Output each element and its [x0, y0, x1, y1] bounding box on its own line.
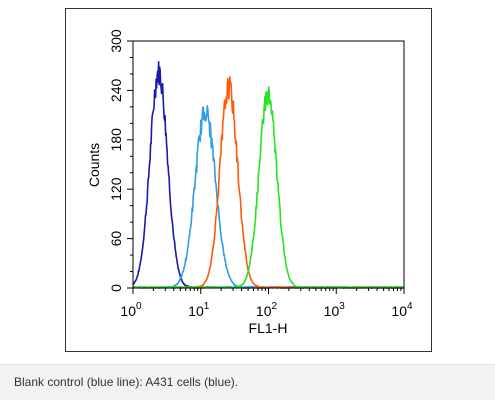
x-tick-label: 103 [324, 301, 346, 319]
series-layer [132, 61, 405, 289]
x-tick-exponent: 0 [136, 301, 142, 312]
caption-bar: Blank control (blue line): A431 cells (b… [0, 364, 495, 400]
y-axis-label: Counts [86, 143, 102, 187]
series-line-4 [132, 86, 405, 289]
x-tick-base: 10 [188, 303, 204, 319]
y-tick-label: 120 [108, 177, 124, 201]
x-tick-exponent: 3 [339, 301, 345, 312]
x-tick-label: 101 [188, 301, 210, 319]
y-tick-label: 240 [108, 79, 124, 103]
x-axis-label: FL1-H [249, 320, 288, 336]
y-tick-label: 300 [108, 29, 124, 53]
y-tick-label: 180 [108, 128, 124, 152]
x-tick-exponent: 4 [407, 301, 413, 312]
figure-caption: Blank control (blue line): A431 cells (b… [14, 375, 239, 389]
x-tick-base: 10 [120, 303, 136, 319]
x-tick-label: 102 [256, 301, 278, 319]
series-line-2 [132, 105, 405, 289]
plot-area-border [132, 40, 405, 289]
x-tick-label: 104 [391, 301, 413, 319]
y-tick-label: 0 [108, 284, 124, 292]
x-tick-exponent: 1 [204, 301, 210, 312]
x-tick-base: 10 [391, 303, 407, 319]
series-line-3 [132, 76, 405, 289]
figure-frame [65, 8, 432, 352]
x-tick-label: 100 [120, 301, 142, 319]
x-tick-exponent: 2 [272, 301, 278, 312]
y-tick-label: 60 [108, 231, 124, 247]
x-tick-base: 10 [256, 303, 272, 319]
x-tick-base: 10 [324, 303, 340, 319]
